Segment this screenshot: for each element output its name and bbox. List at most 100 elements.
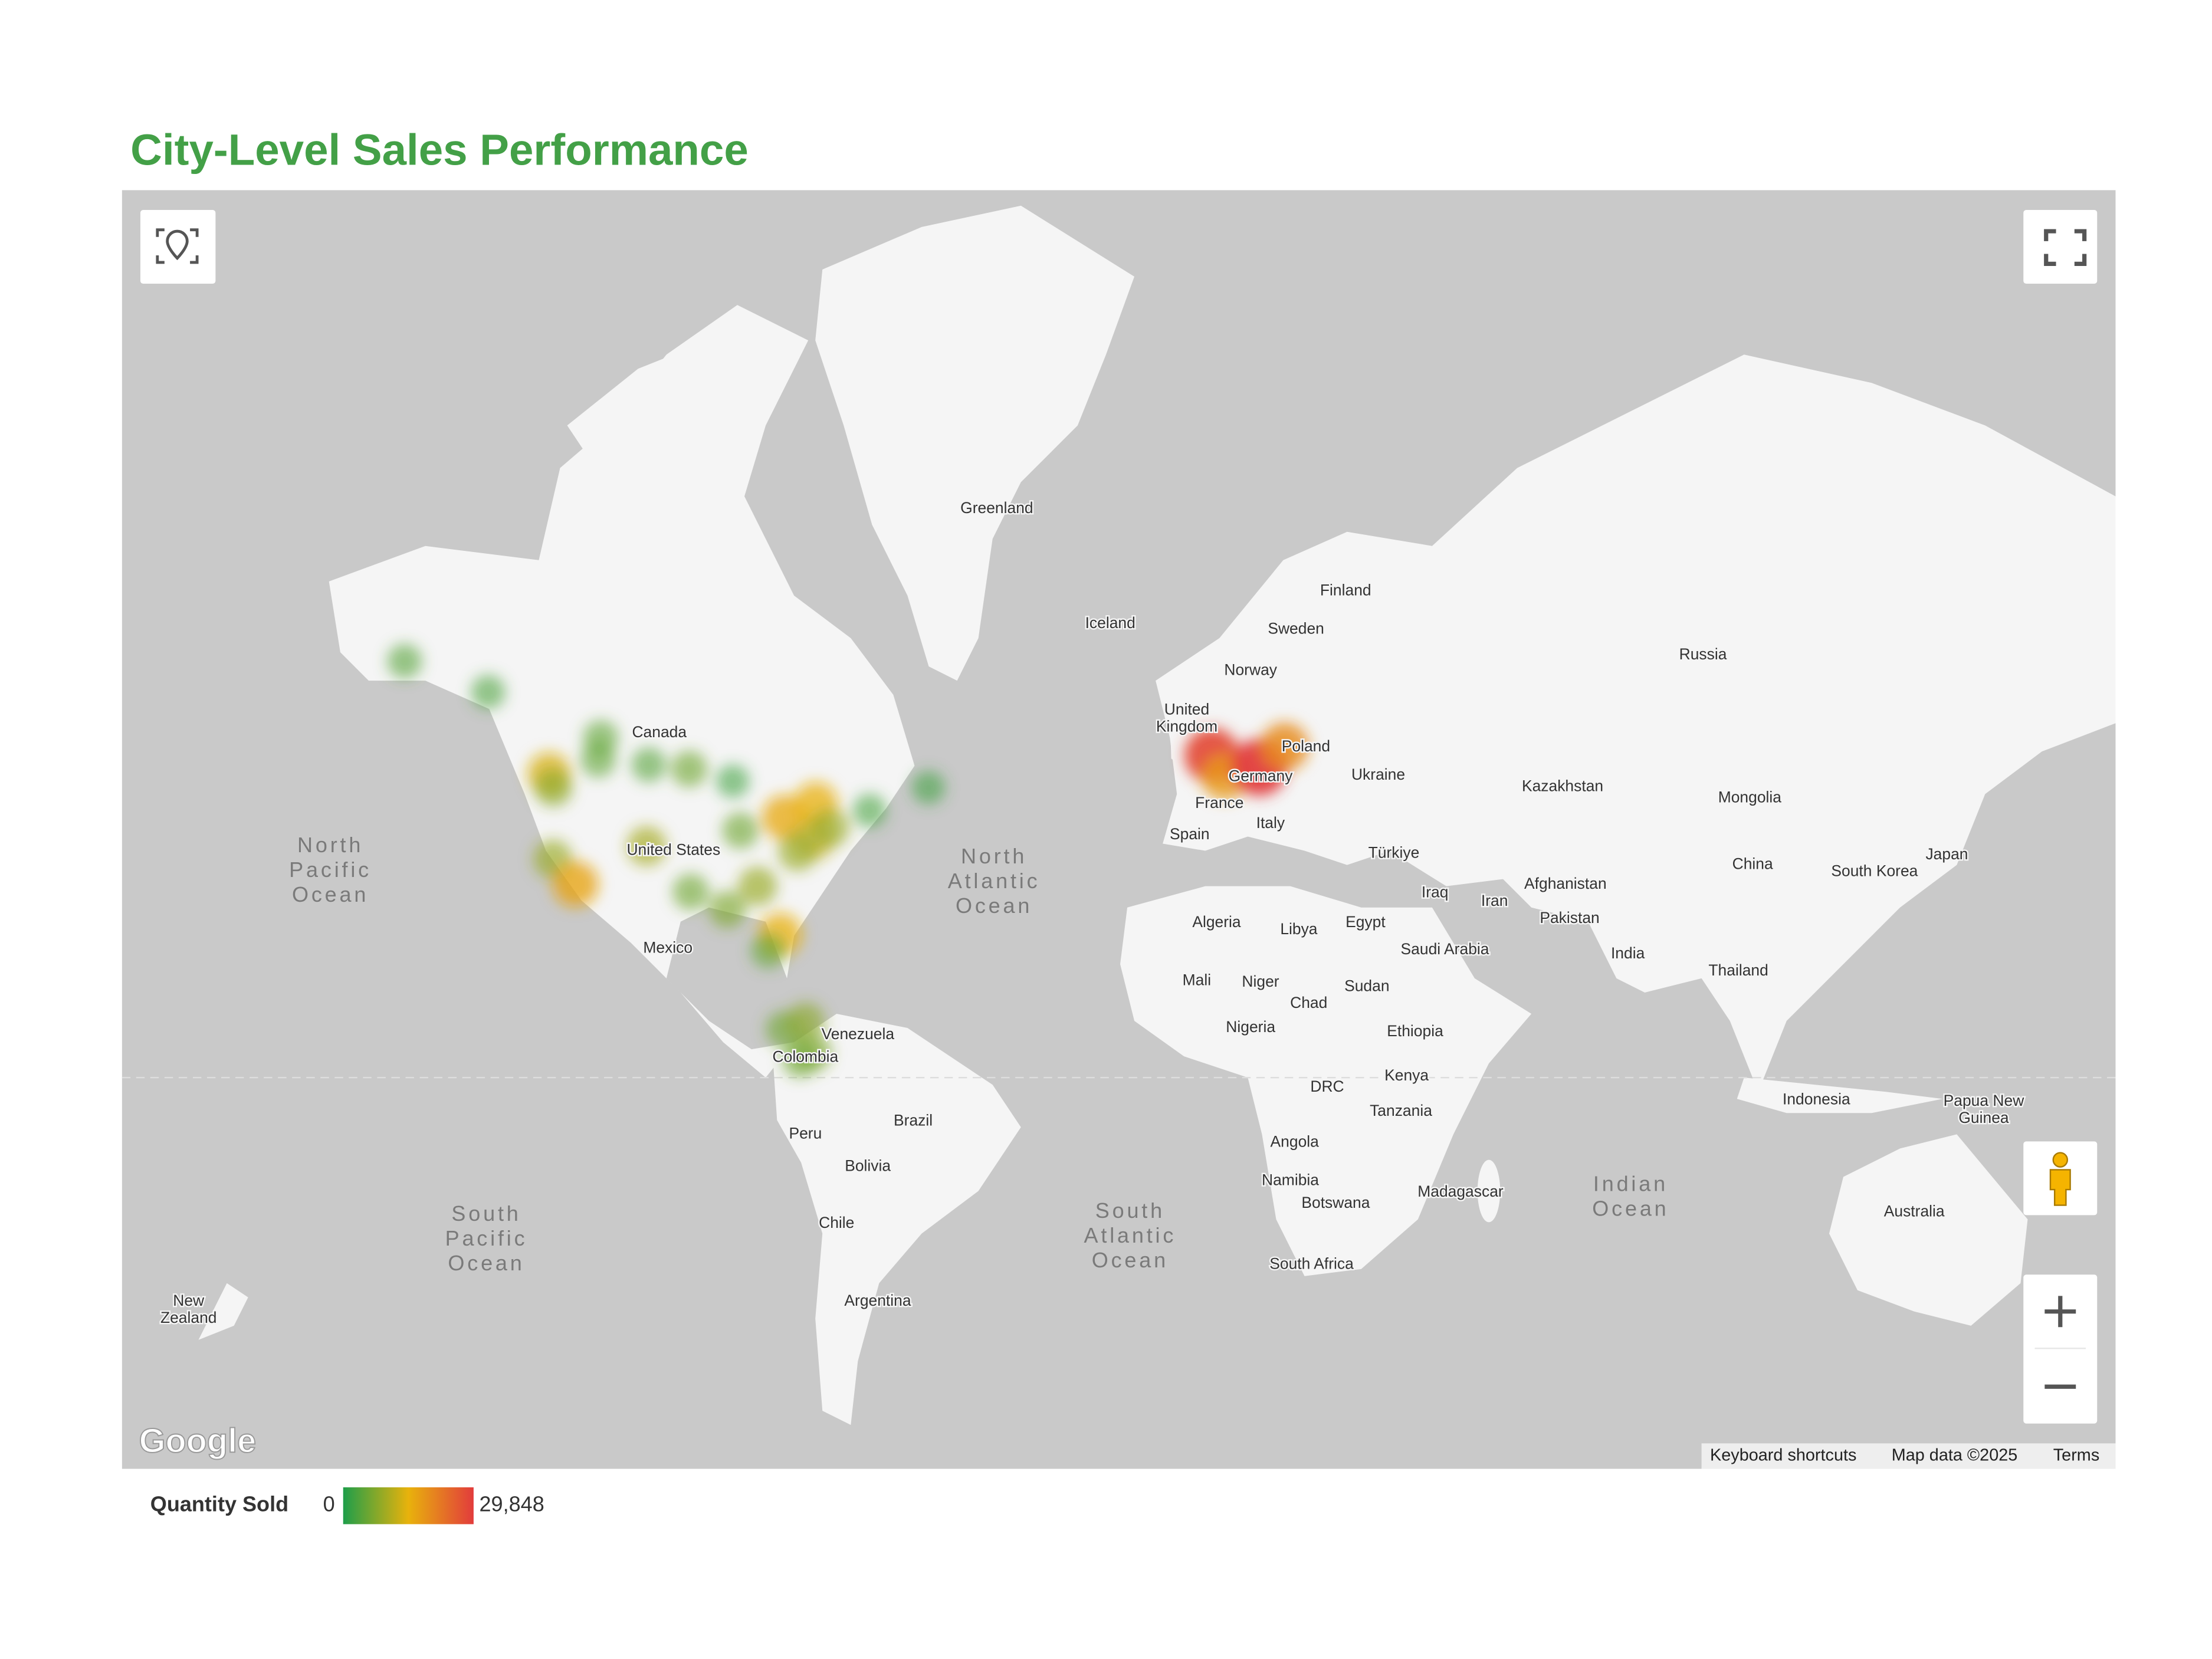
zoom-in[interactable] [2044,1296,2076,1328]
country-label: Guinea [1958,1109,2009,1126]
ocean-label: Ocean [292,882,369,906]
country-label: China [1732,855,1773,873]
country-label: Papua New [1944,1092,2025,1109]
country-label: DRC [1310,1077,1344,1095]
country-label: Iraq [1422,883,1449,901]
zoom-controls [2023,1274,2098,1424]
country-label: Iceland [1085,614,1135,632]
legend-title: Quantity Sold [150,1492,288,1516]
keyboard-shortcuts[interactable]: Keyboard shortcuts [1710,1446,1856,1465]
land-arctic-islands [567,340,766,468]
map: Greenland Iceland Finland Sweden Norway Russi… [122,190,2116,1469]
country-label: Niger [1242,973,1279,990]
country-label: Pakistan [1540,909,1599,927]
country-label: Iran [1481,892,1508,909]
heat-point [786,1003,825,1041]
country-label: Russia [1679,645,1727,663]
icon [2044,229,2087,266]
country-label: Tanzania [1370,1102,1432,1119]
fullscreen-button[interactable] [2023,210,2098,284]
country-label: Sweden [1268,620,1324,638]
heat-point [672,873,709,911]
heat-point [777,832,817,871]
locate-button[interactable] [140,210,216,284]
heat-point [716,764,750,798]
heat-point [534,768,573,807]
heat-layer [387,643,1309,1078]
country-label: New [173,1292,205,1309]
country-label: Kenya [1384,1066,1429,1084]
country-label: Greenland [960,499,1033,517]
country-label: Australia [1884,1203,1945,1220]
heat-point [722,812,759,849]
country-label: Spain [1170,825,1210,843]
land-japan [1900,808,1940,886]
country-label: Finland [1320,582,1371,599]
legend-min: 0 [323,1492,335,1516]
heat-point [810,808,849,847]
country-label: Chile [819,1214,854,1231]
button-bg [140,210,216,284]
country-label: Canada [632,723,687,741]
country-label: Japan [1925,845,1968,863]
country-label: Indonesia [1783,1090,1850,1108]
country-label: Nigeria [1226,1018,1275,1036]
land-greenland [815,205,1135,681]
country-label: Sudan [1344,977,1389,994]
country-label: Türkiye [1368,843,1420,861]
map-data: Map data ©2025 [1892,1446,2018,1465]
land-africa [1120,886,1532,1276]
icon [166,229,189,261]
ocean-label: South [451,1201,521,1226]
heat-point [708,891,746,928]
terms[interactable]: Terms [2053,1446,2099,1465]
country-label: France [1195,794,1243,812]
land-new-zealand [198,1283,248,1340]
country-label: Madagascar [1417,1182,1504,1200]
heat-point [671,751,708,787]
heat-point [738,866,777,906]
pegman-button[interactable] [2023,1141,2098,1215]
legend-gradient [343,1487,474,1525]
land-australia [1829,1134,2028,1326]
country-label: Mexico [643,938,693,956]
country-label: Saudi Arabia [1401,940,1489,958]
ocean-label: South [1095,1198,1165,1223]
land-indonesia [1737,1077,1943,1113]
country-label: India [1611,944,1645,962]
land-south-america [773,1014,1021,1425]
country-label: Namibia [1262,1171,1319,1189]
country-label: Thailand [1708,961,1768,979]
country-label: Ukraine [1351,766,1405,783]
heat-point [583,720,619,756]
icon [156,228,199,264]
heat-point [626,826,667,866]
ocean-label: Ocean [956,893,1032,918]
attribution-bg [1701,1443,2116,1469]
heat-point [852,794,887,828]
ocean-label: Pacific [445,1226,528,1250]
icon [2049,1169,2071,1206]
land-madagascar [1477,1159,1501,1223]
country-label: Italy [1256,814,1285,832]
country-label: Angola [1271,1133,1320,1151]
country-label: Ethiopia [1387,1022,1443,1040]
country-label: South Korea [1831,862,1918,880]
country-label: South Africa [1269,1254,1354,1272]
heat-point [911,771,946,804]
chart-title: City-Level Sales Performance [130,126,749,175]
country-label: Colombia [773,1048,839,1066]
ocean-label: Atlantic [948,869,1041,893]
country-label: Argentina [844,1292,911,1309]
country-label: United [1164,701,1209,718]
country-label: Bolivia [845,1157,891,1175]
country-label: Poland [1282,737,1330,755]
heat-point [387,643,422,679]
heat-point [471,675,506,709]
country-label: Chad [1290,994,1327,1011]
country-label: Libya [1280,920,1317,938]
ocean-label: Indian [1593,1171,1668,1195]
heat-point [1260,722,1309,771]
